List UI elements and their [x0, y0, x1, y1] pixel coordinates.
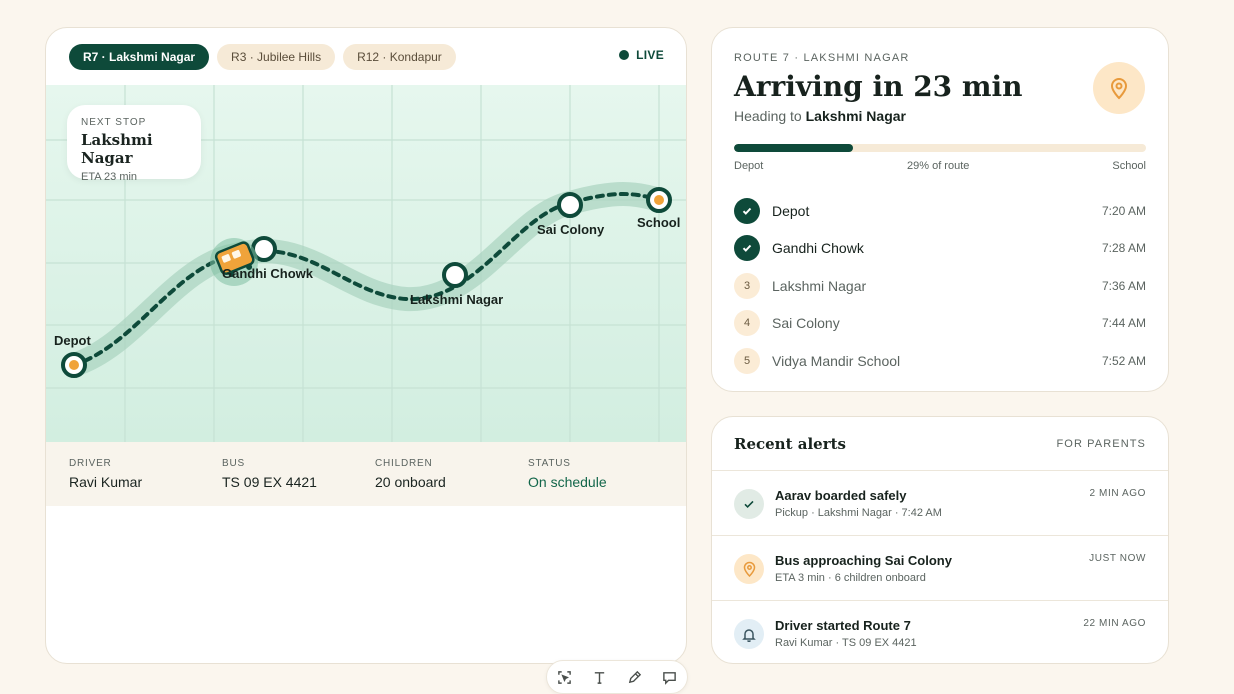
stop-name: Lakshmi Nagar [772, 277, 867, 294]
stop-time: 7:20 AM [1101, 203, 1146, 218]
alert-item[interactable]: Aarav boarded safely Pickup · Lakshmi Nag… [712, 471, 1168, 536]
driver-name: Ravi Kumar [69, 474, 143, 490]
arrival-card: ROUTE 7 · LAKSHMI NAGAR Arriving in 23 m… [711, 27, 1169, 392]
alert-time: 22 MIN AGO [1083, 618, 1146, 629]
floating-toolbar [546, 660, 688, 694]
alerts-title: Recent alerts [734, 435, 846, 453]
status-label: STATUS [528, 458, 571, 469]
next-stop-callout: NEXT STOP Lakshmi Nagar ETA 23 min [67, 105, 201, 183]
children-count: 20 onboard [375, 474, 446, 490]
alert-list: Aarav boarded safely Pickup · Lakshmi Nag… [712, 471, 1168, 663]
alerts-tag: FOR PARENTS [1056, 438, 1146, 450]
map-label-lakshmi-nagar: Lakshmi Nagar [410, 292, 503, 307]
children-info: CHILDREN 20 onboard [375, 442, 528, 506]
live-dot-icon [619, 50, 630, 60]
stop-name: Gandhi Chowk [772, 240, 864, 257]
alert-title: Driver started Route 7 [775, 618, 911, 633]
map-label-sai-colony: Sai Colony [537, 222, 605, 237]
route-progress-bar [734, 144, 1146, 152]
tab-route-12[interactable]: R12 · Kondapur [343, 44, 456, 70]
alert-subtitle: Pickup · Lakshmi Nagar · 7:42 AM [775, 507, 942, 519]
alert-time: 2 MIN AGO [1089, 488, 1146, 499]
heading-to: Heading to Lakshmi Nagar [734, 108, 906, 124]
stop-number-badge: 3 [734, 272, 760, 299]
alert-item[interactable]: Bus approaching Sai Colony ETA 3 min · 6 … [712, 536, 1168, 601]
stop-row[interactable]: 3 Lakshmi Nagar 7:36 AM [734, 267, 1146, 305]
stop-row[interactable]: Depot 7:20 AM [734, 192, 1146, 230]
alert-item[interactable]: Driver started Route 7 Ravi Kumar · TS 09… [712, 601, 1168, 663]
alerts-card: Recent alerts FOR PARENTS Aarav boarded … [711, 416, 1169, 664]
stop-marker-depot[interactable] [61, 352, 87, 378]
stop-row[interactable]: 5 Vidya Mandir School 7:52 AM [734, 342, 1146, 380]
live-label: LIVE [636, 48, 664, 62]
next-stop-name: Lakshmi Nagar [81, 131, 153, 167]
tab-route-3[interactable]: R3 · Jubilee Hills [217, 44, 336, 70]
bus-number: TS 09 EX 4421 [222, 474, 317, 490]
driver-info: DRIVER Ravi Kumar [69, 442, 222, 506]
comment-tool-icon[interactable] [660, 667, 680, 687]
alert-subtitle: Ravi Kumar · TS 09 EX 4421 [775, 637, 917, 649]
text-tool-icon[interactable] [590, 667, 610, 687]
bus-icon[interactable] [210, 238, 258, 286]
children-label: CHILDREN [375, 458, 433, 469]
stop-time: 7:36 AM [1101, 278, 1146, 293]
stop-number-badge: 5 [734, 347, 760, 374]
stop-marker-sai-colony[interactable] [557, 192, 583, 218]
progress-start-label: Depot [734, 160, 764, 172]
stop-marker-school[interactable] [646, 187, 672, 213]
live-indicator: LIVE [619, 48, 664, 62]
check-icon [734, 235, 760, 262]
next-stop-label: NEXT STOP [81, 117, 147, 128]
stop-name: Sai Colony [772, 315, 840, 332]
map-label-school: School [637, 215, 680, 230]
location-pin-icon [1093, 62, 1145, 114]
stop-list: Depot 7:20 AM Gandhi Chowk 7:28 AM 3 Lakshmi … [734, 192, 1146, 380]
map-label-depot: Depot [54, 333, 92, 348]
route-label: ROUTE 7 · LAKSHMI NAGAR [734, 52, 910, 64]
arrival-title: Arriving in 23 min [734, 70, 1023, 103]
stop-name: Depot [772, 202, 810, 219]
bus-label: BUS [222, 458, 245, 469]
check-icon [734, 197, 760, 224]
stop-row[interactable]: 4 Sai Colony 7:44 AM [734, 305, 1146, 343]
pin-icon [734, 554, 764, 584]
map-label-gandhi-chowk: Gandhi Chowk [222, 266, 314, 281]
status-info: STATUS On schedule [528, 442, 681, 506]
route-progress-fill [734, 144, 854, 152]
alerts-header: Recent alerts FOR PARENTS [712, 417, 1168, 471]
alert-title: Aarav boarded safely [775, 488, 907, 503]
stop-marker-lakshmi-nagar[interactable] [442, 262, 468, 288]
alert-time: JUST NOW [1089, 553, 1146, 564]
trip-info-bar: DRIVER Ravi Kumar BUS TS 09 EX 4421 CHIL… [46, 442, 686, 506]
map-card: R7 · Lakshmi Nagar R3 · Jubilee Hills R1… [45, 27, 687, 664]
route-tabs: R7 · Lakshmi Nagar R3 · Jubilee Hills R1… [69, 44, 456, 70]
next-stop-eta: ETA 23 min [81, 171, 138, 183]
pen-tool-icon[interactable] [625, 667, 645, 687]
status-value: On schedule [528, 474, 607, 490]
bus-info: BUS TS 09 EX 4421 [222, 442, 375, 506]
route-map[interactable]: Depot Gandhi Chowk Lakshmi Nagar Sai Col… [46, 85, 686, 442]
driver-label: DRIVER [69, 458, 112, 469]
alert-title: Bus approaching Sai Colony [775, 553, 952, 568]
heading-stop: Lakshmi Nagar [805, 108, 906, 124]
tab-route-7[interactable]: R7 · Lakshmi Nagar [69, 44, 210, 70]
bell-icon [734, 619, 764, 649]
stop-time: 7:28 AM [1101, 241, 1146, 256]
alert-subtitle: ETA 3 min · 6 children onboard [775, 572, 926, 584]
stop-row[interactable]: Gandhi Chowk 7:28 AM [734, 230, 1146, 268]
check-icon [734, 489, 764, 519]
progress-percent-label: 29% of route [907, 160, 970, 172]
heading-prefix: Heading to [734, 108, 802, 124]
stop-name: Vidya Mandir School [772, 352, 901, 369]
select-tool-icon[interactable] [555, 667, 575, 687]
stop-time: 7:52 AM [1101, 353, 1146, 368]
stop-number-badge: 4 [734, 310, 760, 337]
progress-end-label: School [1112, 160, 1146, 172]
stop-time: 7:44 AM [1101, 316, 1146, 331]
